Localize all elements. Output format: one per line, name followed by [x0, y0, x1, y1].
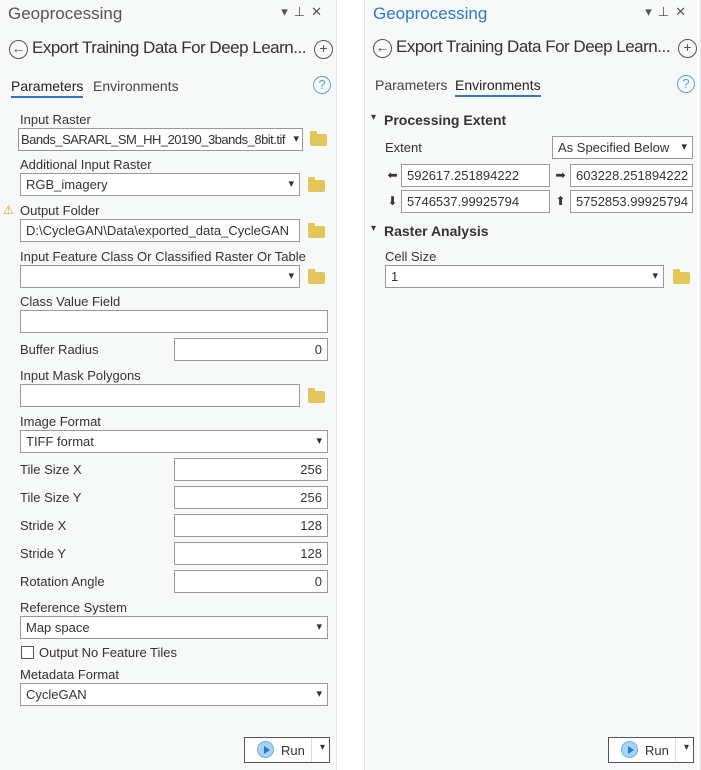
output-no-feature-tiles-checkbox[interactable]: [21, 646, 34, 659]
help-icon[interactable]: ?: [313, 76, 331, 94]
help-icon[interactable]: ?: [677, 75, 695, 93]
metadata-format-label: Metadata Format: [20, 667, 119, 682]
options-icon[interactable]: ▾: [281, 4, 294, 19]
arrow-left-icon: ⬅: [387, 168, 398, 182]
pin-icon[interactable]: ⊥: [293, 4, 312, 19]
back-icon[interactable]: ←: [373, 39, 392, 58]
extent-label: Extent: [385, 140, 422, 155]
class-value-field-label: Class Value Field: [20, 294, 121, 309]
run-options-chevron-icon[interactable]: ▾: [683, 742, 689, 753]
rotation-angle-input[interactable]: 0: [174, 570, 328, 593]
cell-size-value: 1: [391, 269, 399, 284]
input-raster-dropdown[interactable]: Bands_SARARL_SM_HH_20190_3bands_8bit.tif: [18, 128, 303, 151]
stride-x-input[interactable]: 128: [174, 514, 328, 537]
reference-system-value: Map space: [26, 620, 90, 635]
reference-system-label: Reference System: [20, 600, 127, 615]
input-mask-polygons-input[interactable]: [20, 384, 300, 407]
rotation-angle-label: Rotation Angle: [20, 574, 105, 589]
pin-icon[interactable]: ⊥: [657, 4, 676, 19]
tool-title: Export Training Data For Deep Learn...: [32, 38, 306, 57]
add-icon[interactable]: +: [314, 40, 333, 59]
tool-title: Export Training Data For Deep Learn...: [396, 37, 670, 56]
arrow-right-icon: ➡: [555, 168, 566, 182]
output-folder-input[interactable]: D:\CycleGAN\Data\exported_data_CycleGAN: [20, 219, 300, 242]
extent-top-input[interactable]: 5752853.99925794: [570, 190, 693, 213]
cell-size-label: Cell Size: [385, 249, 437, 264]
window-controls[interactable]: ▾⊥✕: [645, 4, 692, 20]
metadata-format-value: CycleGAN: [26, 687, 87, 702]
browse-folder-icon[interactable]: [308, 177, 325, 192]
stride-y-label: Stride Y: [20, 546, 67, 561]
additional-input-raster-label: Additional Input Raster: [20, 157, 152, 172]
input-feature-dropdown[interactable]: [20, 265, 300, 288]
tab-parameters[interactable]: Parameters: [375, 77, 448, 93]
close-icon[interactable]: ✕: [675, 4, 692, 19]
extent-right-input[interactable]: 603228.251894222: [570, 164, 693, 187]
arrow-down-icon: ⬇: [387, 194, 398, 208]
warning-icon: ⚠: [3, 203, 14, 217]
extent-left-input[interactable]: 592617.251894222: [401, 164, 550, 187]
tile-size-y-input[interactable]: 256: [174, 486, 328, 509]
tab-parameters[interactable]: Parameters: [11, 78, 84, 98]
additional-input-raster-dropdown[interactable]: RGB_imagery: [20, 173, 300, 196]
run-label: Run: [281, 743, 305, 758]
run-label: Run: [645, 743, 669, 758]
collapse-chevron-icon[interactable]: ▾: [371, 223, 377, 234]
output-folder-label: Output Folder: [20, 203, 100, 218]
geoprocessing-panel-environments: Geoprocessing ▾⊥✕ ← Export Training Data…: [364, 0, 701, 770]
input-raster-label: Input Raster: [20, 112, 91, 127]
browse-folder-icon[interactable]: [310, 131, 327, 146]
extent-value: As Specified Below: [558, 140, 670, 155]
metadata-format-dropdown[interactable]: CycleGAN: [20, 683, 328, 706]
run-button[interactable]: Run ▾: [608, 737, 694, 763]
input-feature-label: Input Feature Class Or Classified Raster…: [20, 249, 306, 264]
stride-x-label: Stride X: [20, 518, 67, 533]
processing-extent-header[interactable]: Processing Extent: [384, 112, 507, 128]
play-icon: [257, 741, 274, 758]
buffer-radius-input[interactable]: 0: [174, 338, 328, 361]
class-value-field-input[interactable]: [20, 310, 328, 333]
extent-bottom-input[interactable]: 5746537.99925794: [401, 190, 550, 213]
image-format-value: TIFF format: [26, 434, 94, 449]
options-icon[interactable]: ▾: [645, 4, 658, 19]
input-raster-value: Bands_SARARL_SM_HH_20190_3bands_8bit.tif: [21, 132, 286, 147]
tile-size-y-label: Tile Size Y: [20, 490, 82, 505]
collapse-chevron-icon[interactable]: ▾: [371, 112, 377, 123]
extent-dropdown[interactable]: As Specified Below: [552, 136, 693, 159]
panel-title: Geoprocessing: [373, 4, 488, 23]
panel-title: Geoprocessing: [8, 4, 123, 23]
add-icon[interactable]: +: [678, 39, 697, 58]
browse-folder-icon[interactable]: [308, 223, 325, 238]
tile-size-x-input[interactable]: 256: [174, 458, 328, 481]
geoprocessing-panel-parameters: Geoprocessing ▾⊥✕ ← Export Training Data…: [0, 0, 337, 770]
browse-folder-icon[interactable]: [308, 269, 325, 284]
buffer-radius-label: Buffer Radius: [20, 342, 99, 357]
additional-input-raster-value: RGB_imagery: [26, 177, 108, 192]
browse-folder-icon[interactable]: [308, 388, 325, 403]
tab-environments[interactable]: Environments: [455, 77, 541, 97]
run-button[interactable]: Run ▾: [244, 737, 330, 763]
tab-environments[interactable]: Environments: [93, 78, 179, 94]
arrow-up-icon: ⬆: [555, 194, 566, 208]
stride-y-input[interactable]: 128: [174, 542, 328, 565]
run-options-chevron-icon[interactable]: ▾: [319, 742, 325, 753]
raster-analysis-header[interactable]: Raster Analysis: [384, 223, 489, 239]
play-icon: [621, 741, 638, 758]
reference-system-dropdown[interactable]: Map space: [20, 616, 328, 639]
browse-folder-icon[interactable]: [673, 269, 690, 284]
cell-size-dropdown[interactable]: 1: [385, 265, 664, 288]
image-format-label: Image Format: [20, 414, 101, 429]
tile-size-x-label: Tile Size X: [20, 462, 82, 477]
output-no-feature-tiles-label: Output No Feature Tiles: [39, 645, 178, 660]
close-icon[interactable]: ✕: [311, 4, 328, 19]
input-mask-polygons-label: Input Mask Polygons: [20, 368, 141, 383]
window-controls[interactable]: ▾⊥✕: [281, 4, 328, 20]
back-icon[interactable]: ←: [9, 40, 28, 59]
image-format-dropdown[interactable]: TIFF format: [20, 430, 328, 453]
